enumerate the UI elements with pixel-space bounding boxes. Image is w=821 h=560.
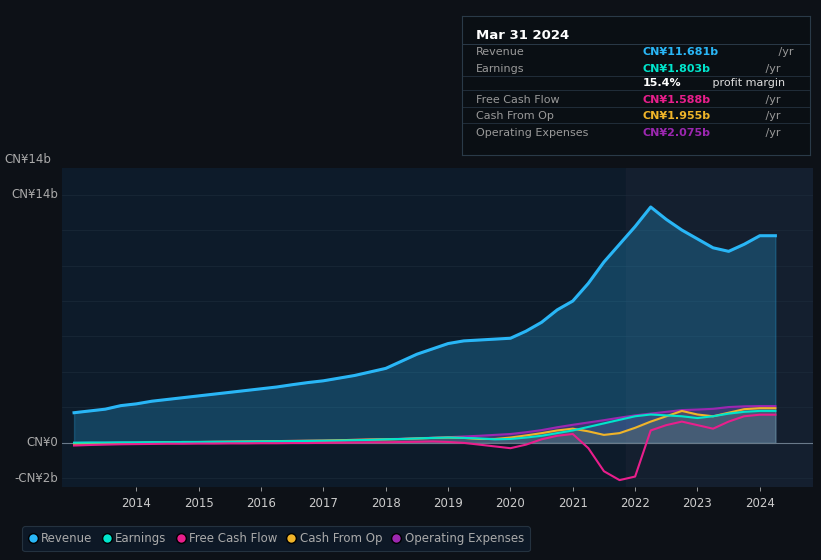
Bar bbox=[626, 168, 813, 487]
Text: Cash From Op: Cash From Op bbox=[476, 111, 554, 121]
Text: CN¥0: CN¥0 bbox=[26, 436, 57, 449]
Text: -CN¥2b: -CN¥2b bbox=[14, 472, 57, 485]
Text: /yr: /yr bbox=[775, 48, 793, 57]
Text: /yr: /yr bbox=[762, 128, 780, 138]
Text: /yr: /yr bbox=[762, 111, 780, 121]
Text: Operating Expenses: Operating Expenses bbox=[476, 128, 589, 138]
Text: Mar 31 2024: Mar 31 2024 bbox=[476, 29, 570, 42]
Text: /yr: /yr bbox=[762, 95, 780, 105]
Text: CN¥1.588b: CN¥1.588b bbox=[643, 95, 711, 105]
Text: Earnings: Earnings bbox=[476, 64, 525, 74]
Text: Free Cash Flow: Free Cash Flow bbox=[476, 95, 560, 105]
Text: CN¥14b: CN¥14b bbox=[4, 153, 51, 166]
Text: CN¥1.955b: CN¥1.955b bbox=[643, 111, 711, 121]
Text: profit margin: profit margin bbox=[709, 78, 785, 88]
Text: CN¥2.075b: CN¥2.075b bbox=[643, 128, 711, 138]
Text: CN¥11.681b: CN¥11.681b bbox=[643, 48, 719, 57]
Legend: Revenue, Earnings, Free Cash Flow, Cash From Op, Operating Expenses: Revenue, Earnings, Free Cash Flow, Cash … bbox=[22, 526, 530, 551]
Text: CN¥1.803b: CN¥1.803b bbox=[643, 64, 711, 74]
Text: Revenue: Revenue bbox=[476, 48, 525, 57]
Text: CN¥14b: CN¥14b bbox=[11, 188, 57, 201]
Text: 15.4%: 15.4% bbox=[643, 78, 681, 88]
Text: /yr: /yr bbox=[762, 64, 780, 74]
